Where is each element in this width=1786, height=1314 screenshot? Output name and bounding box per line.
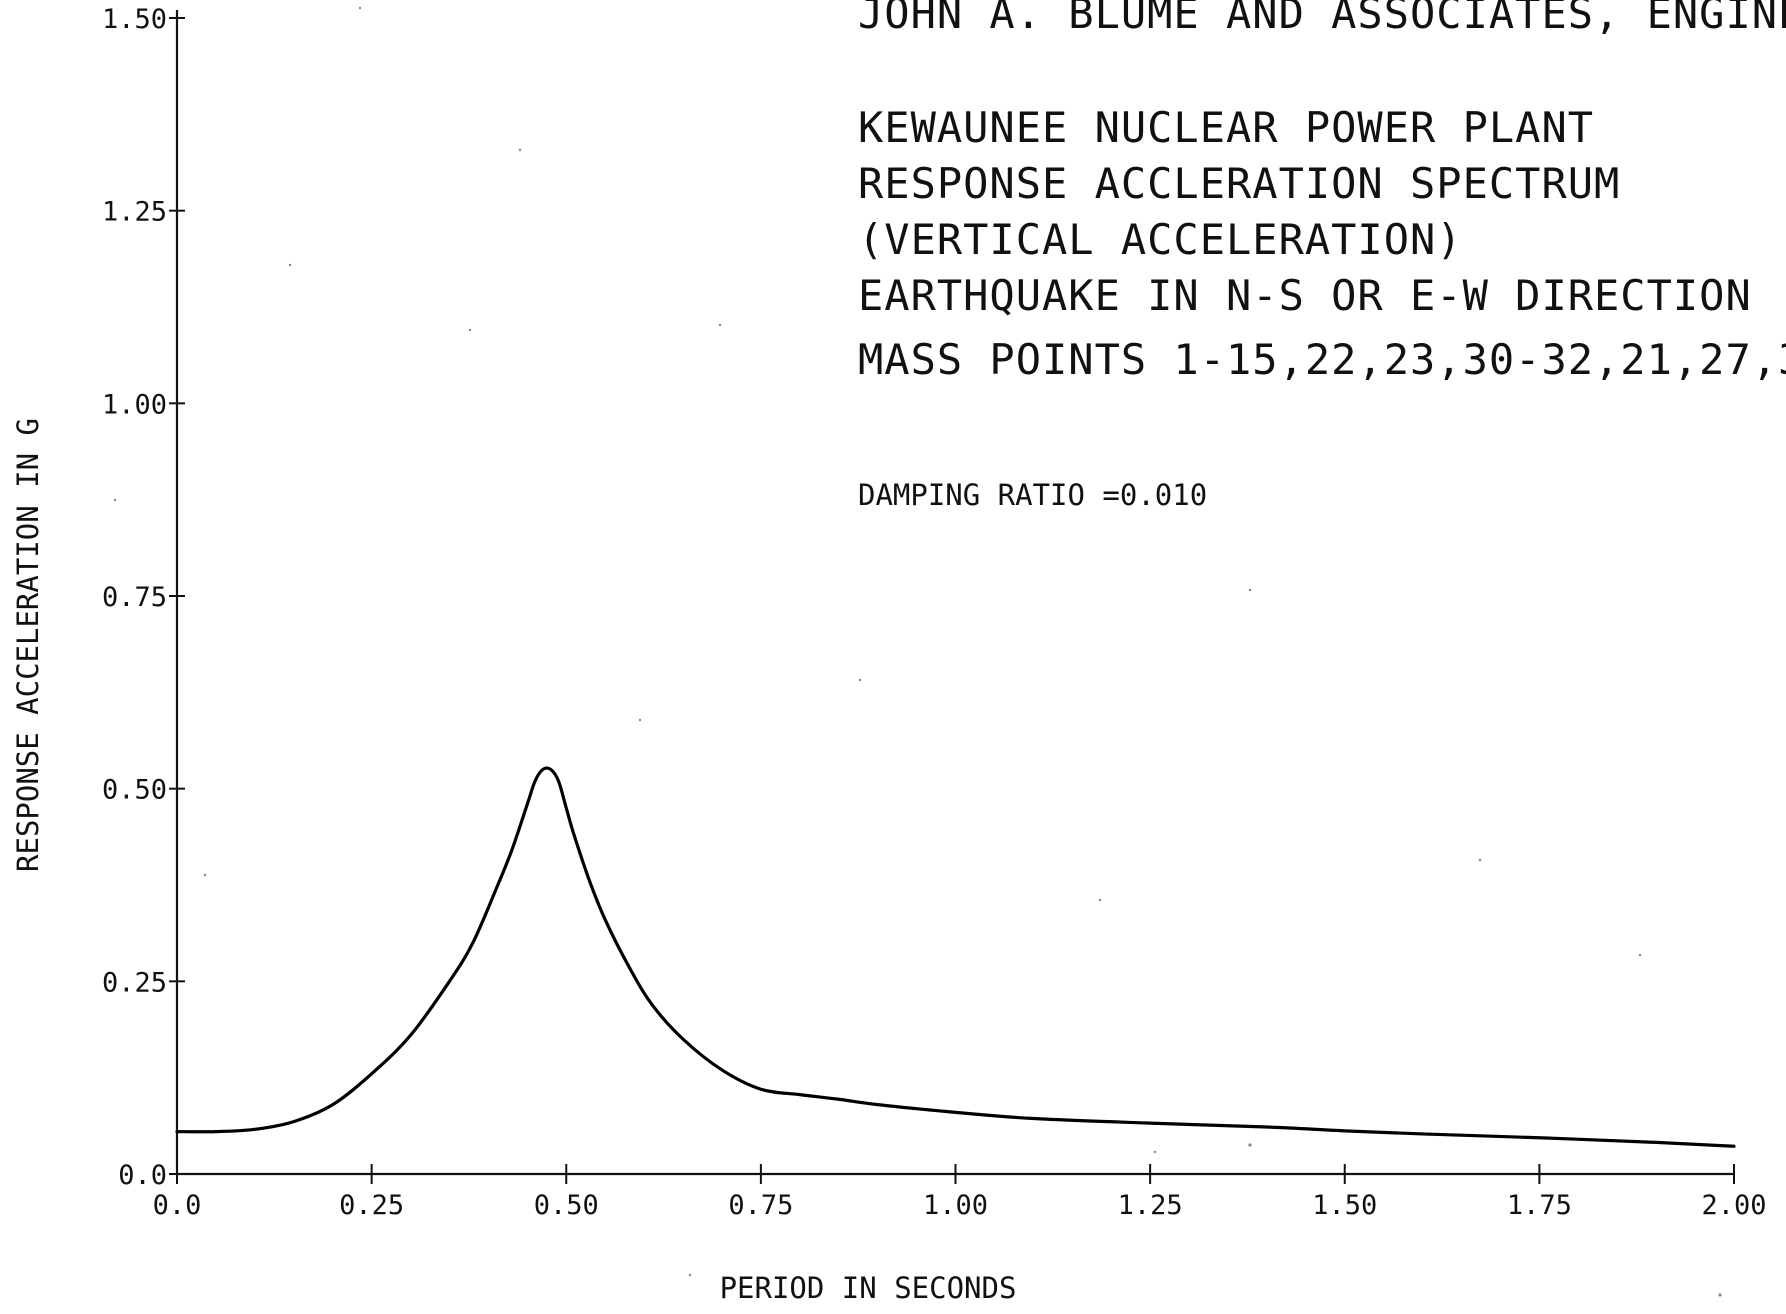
y-tick-label-1: 0.25: [102, 967, 167, 998]
y-tick-label-0: 0.0: [118, 1160, 167, 1191]
y-ticks: 0.0 0.25 0.50 0.75 1.00 1.25 1.50: [102, 4, 185, 1191]
x-tick-label-4: 1.00: [923, 1190, 988, 1221]
x-tick-label-6: 1.50: [1312, 1190, 1377, 1221]
x-tick-label-0: 0.0: [153, 1190, 202, 1221]
header-earthquake: EARTHQUAKE IN N-S OR E-W DIRECTION: [858, 271, 1752, 320]
x-tick-label-1: 0.25: [339, 1190, 404, 1221]
x-tick-label-8: 2.00: [1701, 1190, 1766, 1221]
y-tick-label-4: 1.00: [102, 389, 167, 420]
y-tick-label-6: 1.50: [102, 4, 167, 35]
chart-header: JOHN A. BLUME AND ASSOCIATES, ENGINEERS …: [858, 0, 1786, 512]
y-axis-label: RESPONSE ACCELERATION IN G: [11, 418, 45, 872]
spectrum-curve: [175, 766, 1736, 1148]
x-axis-label: PERIOD IN SECONDS: [720, 1271, 1017, 1305]
x-tick-label-2: 0.50: [534, 1190, 599, 1221]
series-group: [175, 766, 1736, 1148]
header-plant: KEWAUNEE NUCLEAR POWER PLANT: [858, 103, 1594, 152]
x-tick-label-3: 0.75: [728, 1190, 793, 1221]
x-tick-label-7: 1.75: [1507, 1190, 1572, 1221]
x-tick-label-5: 1.25: [1118, 1190, 1183, 1221]
y-tick-label-3: 0.75: [102, 582, 167, 613]
header-vertical: (VERTICAL ACCELERATION): [858, 215, 1463, 264]
x-ticks: 0.0 0.25 0.50 0.75 1.00 1.25 1.50 1.75 2.00: [153, 1164, 1767, 1221]
header-company: JOHN A. BLUME AND ASSOCIATES, ENGINEERS: [858, 0, 1786, 38]
damping-ratio: DAMPING RATIO =0.010: [858, 478, 1207, 512]
y-tick-label-5: 1.25: [102, 197, 167, 228]
header-mass-points: MASS POINTS 1-15,22,23,30-32,21,27,33,: [858, 335, 1786, 384]
y-tick-label-2: 0.50: [102, 775, 167, 806]
scan-specks: [113, 6, 1722, 1297]
header-spectrum: RESPONSE ACCLERATION SPECTRUM: [858, 159, 1620, 208]
